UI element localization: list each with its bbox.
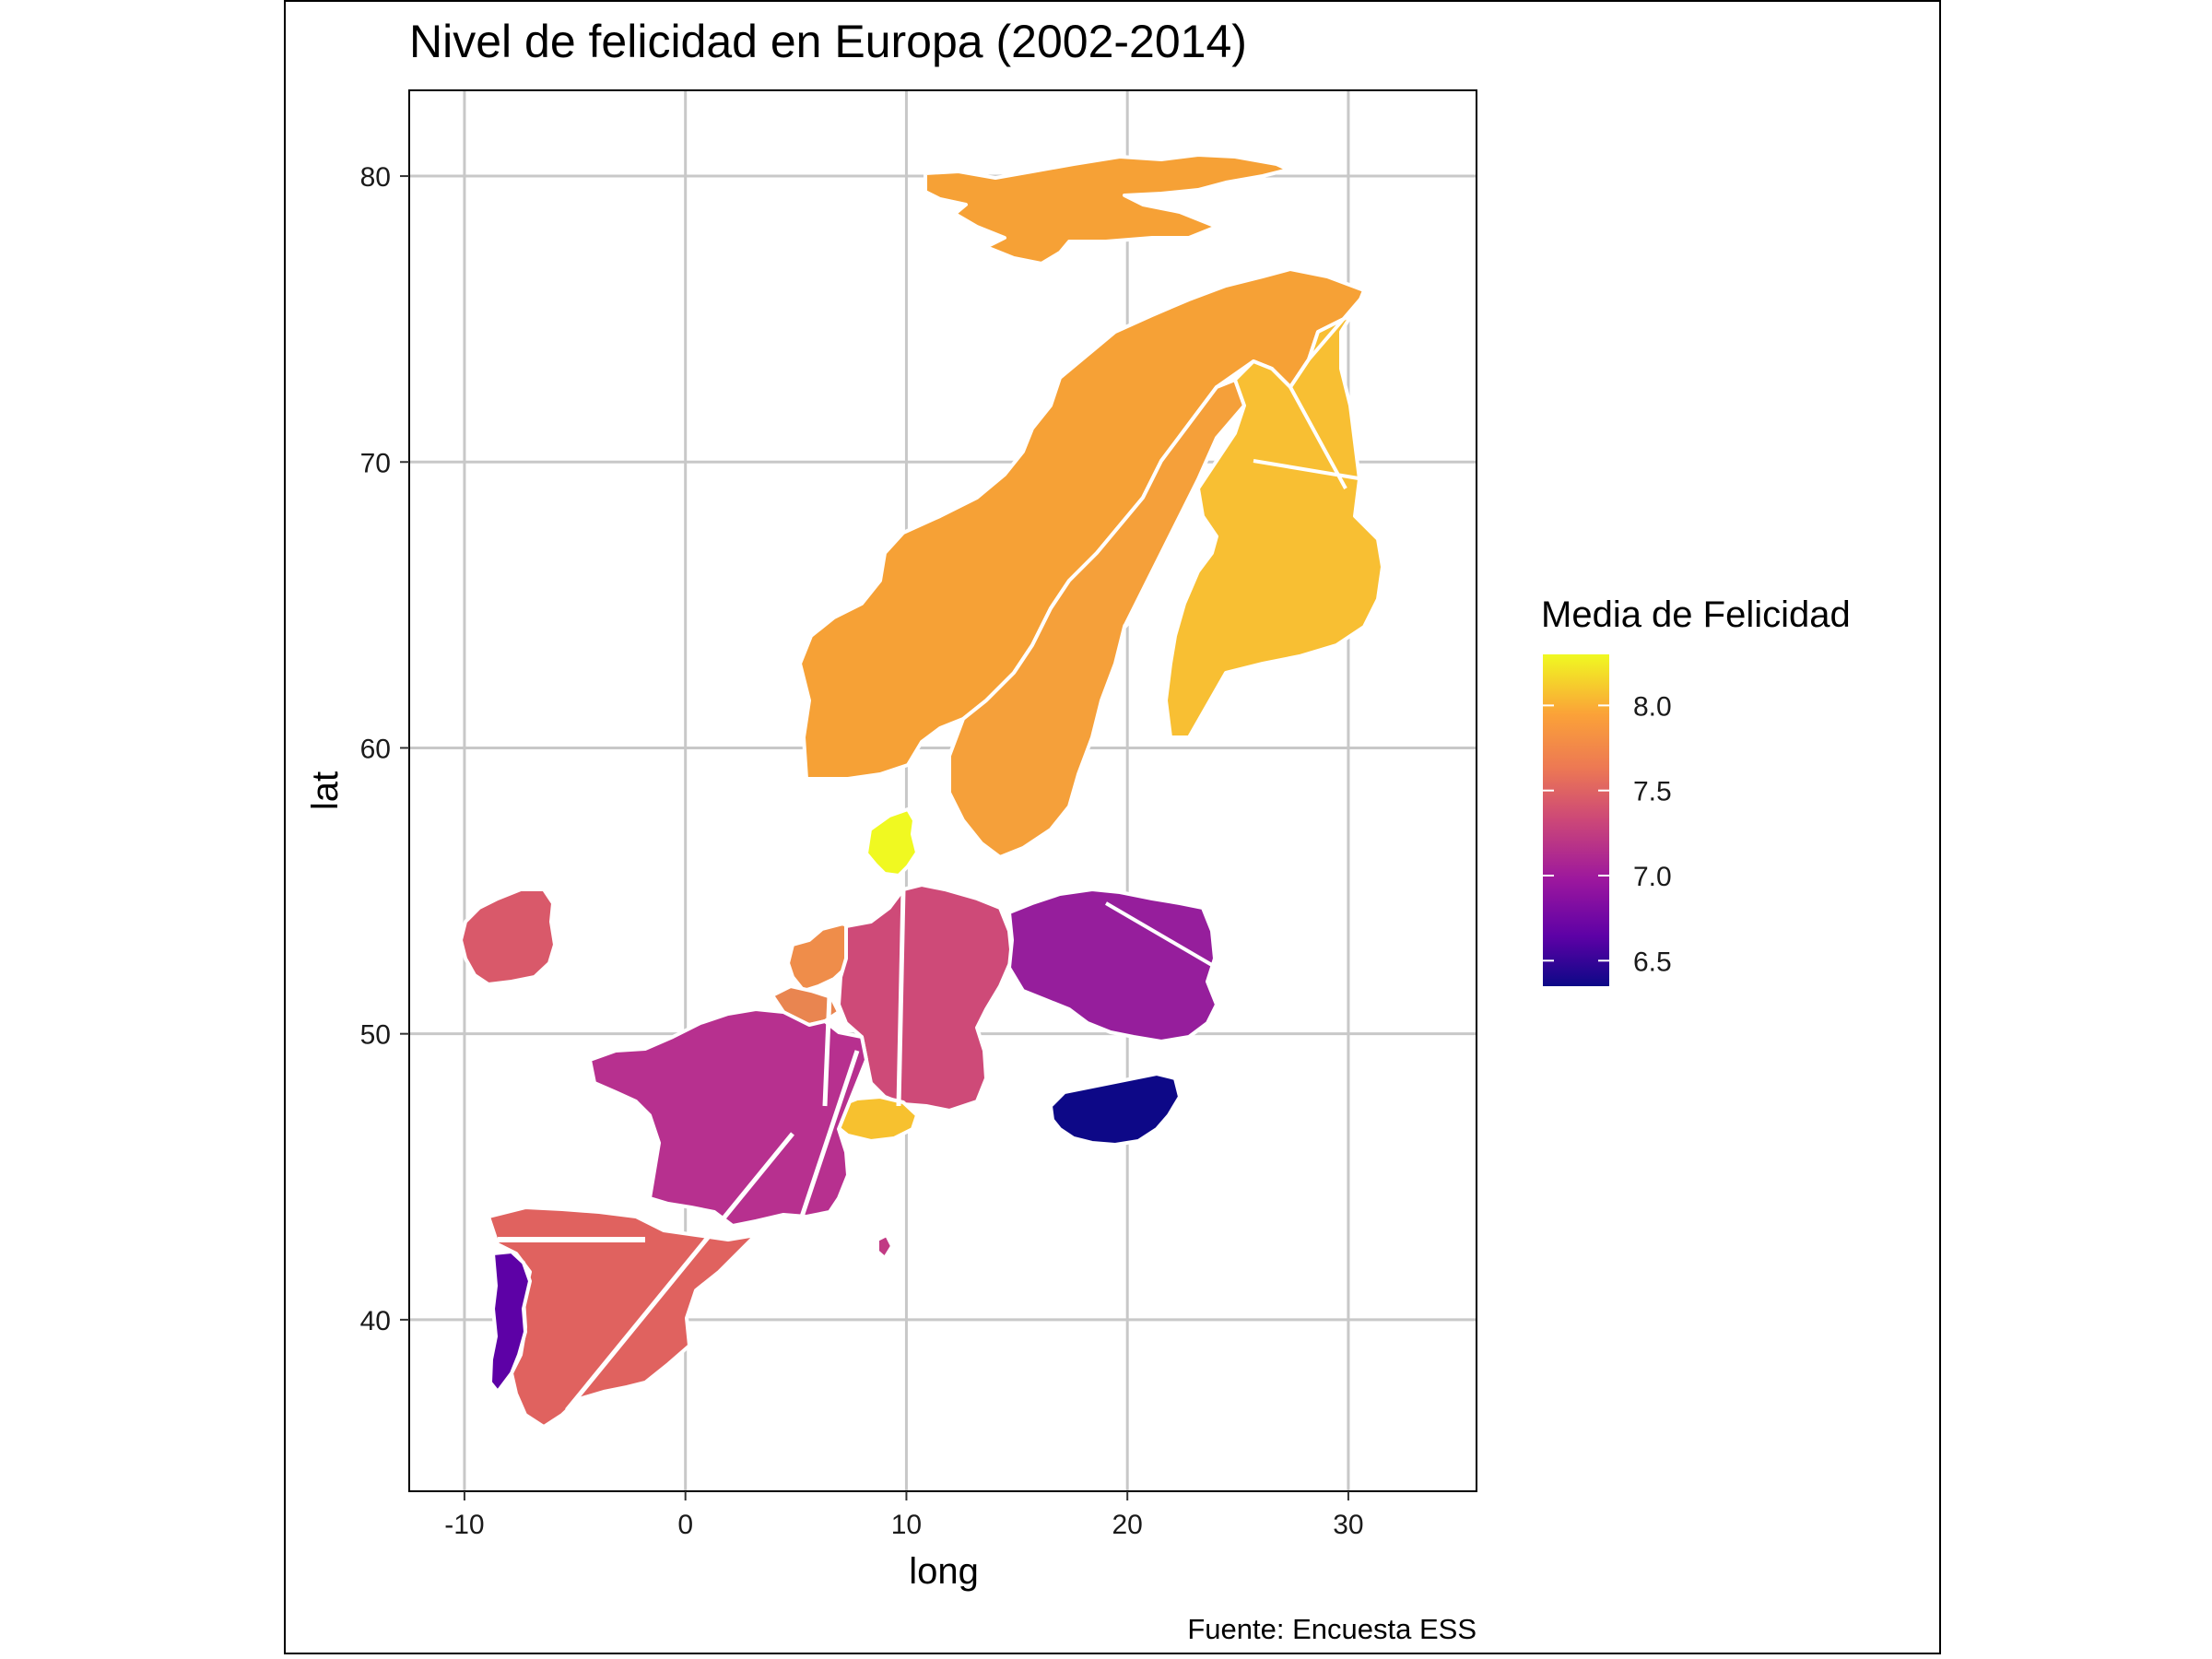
region-portugal (488, 1250, 532, 1394)
legend-label: 7.5 (1633, 777, 1672, 807)
artifact-line (1104, 901, 1218, 970)
y-tick-label: 80 (360, 162, 391, 193)
y-tick-label: 70 (360, 448, 391, 478)
region-germany (837, 883, 1014, 1112)
artifact-line (1288, 386, 1347, 489)
x-axis-label: long (909, 1551, 979, 1592)
legend-ticks: 8.0 7.5 7.0 6.5 (1543, 691, 1672, 977)
region-denmark (865, 807, 919, 877)
x-axis-ticks: -10 0 10 20 30 (444, 1491, 1364, 1540)
caption: Fuente: Encuesta ESS (1187, 1613, 1477, 1645)
region-poland (1007, 888, 1218, 1043)
y-axis-label: lat (305, 771, 346, 810)
region-hungary (1049, 1072, 1182, 1147)
artifact-line (565, 1132, 794, 1412)
y-tick-label: 40 (360, 1306, 391, 1336)
y-tick-label: 50 (360, 1020, 391, 1051)
region-sweden (947, 378, 1246, 859)
x-tick-label: 20 (1112, 1510, 1143, 1540)
artifact-line (1253, 459, 1365, 481)
legend-label: 7.0 (1633, 862, 1672, 892)
artifact-line (822, 994, 832, 1107)
legend-colorbar (1543, 654, 1609, 986)
region-switzerland (832, 1095, 919, 1143)
legend: Media de Felicidad 8.0 7.5 7.0 6.5 (1541, 594, 1851, 986)
legend-label: 6.5 (1633, 947, 1672, 977)
legend-label: 8.0 (1633, 691, 1672, 722)
x-tick-label: 30 (1333, 1510, 1363, 1540)
map-regions (459, 153, 1384, 1429)
plot-border (408, 89, 1477, 1492)
x-tick-label: 10 (891, 1510, 922, 1540)
artifact-line (896, 888, 906, 1107)
artifact-line (1123, 551, 1195, 629)
y-tick-label: 60 (360, 734, 391, 764)
region-ireland (459, 888, 557, 986)
artifact-line (799, 1050, 860, 1218)
region-italy-fragment (876, 1233, 894, 1260)
y-axis-ticks: 40 50 60 70 80 (360, 162, 409, 1336)
x-tick-label: -10 (444, 1510, 484, 1540)
chart-title: Nivel de felicidad en Europa (2002-2014) (409, 16, 1247, 67)
x-tick-label: 0 (677, 1510, 693, 1540)
artifact-line (1307, 293, 1366, 361)
region-france (588, 1007, 868, 1228)
region-svalbard (924, 153, 1290, 265)
legend-title: Media de Felicidad (1541, 594, 1851, 635)
